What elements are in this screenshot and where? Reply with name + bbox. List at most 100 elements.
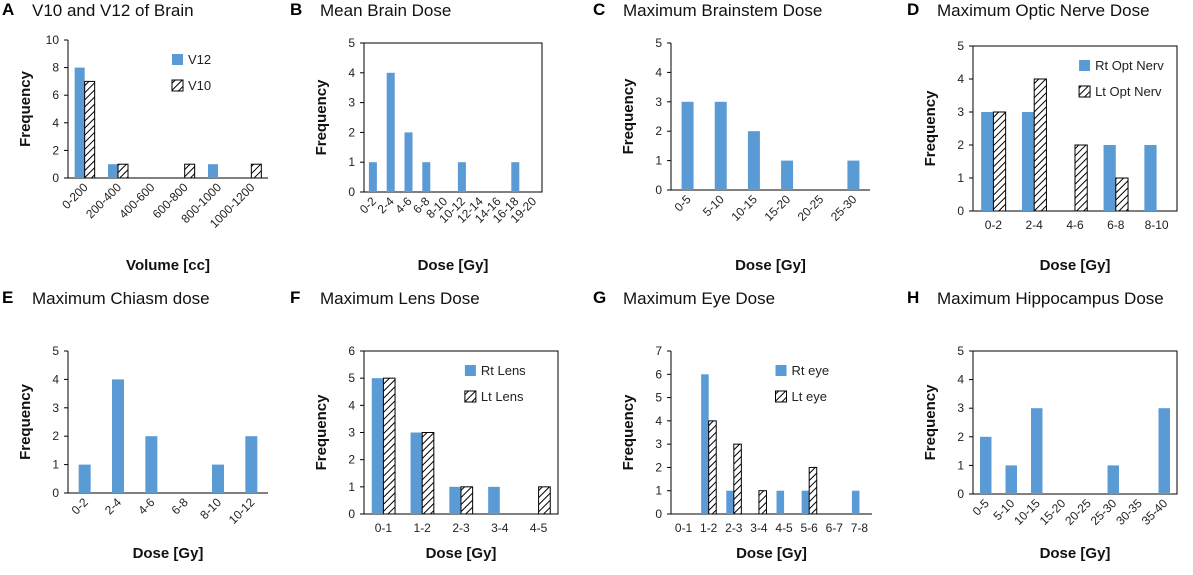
legend-swatch (464, 390, 477, 403)
bar (1031, 408, 1043, 494)
bar (726, 490, 734, 514)
y-tick-label: 3 (957, 401, 964, 415)
x-tick-label: 0-1 (675, 521, 693, 535)
x-axis-label: Volume [cc] (126, 257, 210, 274)
y-tick-label: 0 (655, 507, 662, 521)
chart-svg: 0123450-55-1010-1515-2020-2525-3030-3535… (922, 344, 1178, 562)
chart-svg: 0 1 2 3 4 5 0-5 5-10 10-15 15-20 20-25 25-30 Frequen… (620, 36, 870, 274)
y-tick-label: 3 (348, 96, 355, 110)
panel-g: G Maximum Eye Dose 0 1 2 3 4 5 6 7 0-1 1-2 2-3 3-4 4… (591, 288, 889, 575)
y-tick-label: 3 (655, 437, 662, 451)
x-tick-label: 10-12 (226, 495, 258, 527)
legend-swatch (775, 365, 787, 376)
bar (250, 163, 262, 179)
x-axis-label: Dose [Gy] (1040, 545, 1111, 562)
y-axis-label: Frequency (620, 394, 637, 471)
panel-c: C Maximum Brainstem Dose 0 1 2 3 4 5 0-5 5-10 10… (591, 0, 889, 287)
chart-svg: 0 1 2 3 4 5 6 7 0-1 1-2 2-3 3-4 4-5 5-6 6-7 7-8 Frequenc… (620, 344, 872, 562)
x-tick-label: 20-25 (1062, 496, 1094, 528)
x-axis-label: Dose [Gy] (418, 257, 489, 274)
legend-swatch (464, 365, 476, 376)
bar (208, 164, 218, 178)
x-tick-label: 4-6 (135, 495, 157, 517)
bar (386, 72, 395, 192)
y-axis-label: Frequency (17, 70, 34, 147)
y-tick-label: 2 (348, 453, 355, 467)
panel-title: V10 and V12 of Brain (32, 1, 194, 20)
bar (992, 111, 1007, 212)
x-tick-label: 4-5 (775, 521, 793, 535)
bar (851, 490, 860, 514)
bar (701, 374, 709, 514)
chart-svg: 0 1 2 3 4 5 0-2 2-4 4-6 6-8 8-10 Frequency Dose [Gy]… (922, 39, 1178, 274)
x-tick-label: 3-4 (750, 521, 768, 535)
legend-swatch (172, 54, 183, 65)
y-tick-label: 2 (655, 124, 662, 138)
bar (1107, 465, 1119, 494)
x-axis-label: Dose [Gy] (426, 545, 497, 562)
legend-label: V12 (188, 52, 211, 67)
bar (1021, 112, 1035, 211)
x-tick-label: 6-7 (826, 521, 844, 535)
bar (1074, 144, 1088, 212)
plot-frame (972, 350, 1178, 495)
bar (733, 443, 742, 515)
panel-title: Maximum Lens Dose (320, 289, 480, 308)
panel-title: Maximum Optic Nerve Dose (937, 1, 1150, 20)
bar (1158, 408, 1170, 494)
x-tick-label: 2-4 (1026, 218, 1044, 232)
x-tick-label: 0-5 (672, 192, 694, 214)
bar (708, 420, 717, 515)
panel-letter: F (290, 288, 301, 307)
bar (84, 80, 96, 179)
bar (714, 101, 727, 190)
bar (74, 67, 85, 178)
y-tick-label: 4 (52, 116, 59, 130)
y-tick-label: 4 (348, 398, 355, 412)
panel-letter: G (593, 288, 607, 307)
y-tick-label: 0 (957, 204, 964, 218)
x-tick-label: 25-30 (828, 192, 860, 224)
bar (1005, 465, 1017, 494)
y-tick-label: 1 (655, 154, 662, 168)
x-tick-label: 2-4 (102, 495, 124, 517)
x-tick-label: 400-600 (116, 180, 157, 221)
bar (368, 162, 377, 192)
x-tick-label: 2-3 (725, 521, 743, 535)
y-axis-label: Frequency (922, 90, 939, 167)
panel-letter: B (290, 0, 303, 19)
bar (1103, 145, 1116, 211)
x-tick-label: 1-2 (700, 521, 718, 535)
x-tick-label: 30-35 (1113, 496, 1145, 528)
x-tick-label: 3-4 (491, 521, 509, 535)
y-tick-label: 5 (348, 371, 355, 385)
x-tick-label: 2-3 (452, 521, 470, 535)
legend-label: Rt Lens (481, 363, 526, 378)
x-tick-label: 0-1 (375, 521, 393, 535)
legend-label: Rt eye (792, 363, 830, 378)
panel-title: Mean Brain Dose (320, 1, 452, 20)
bar (457, 162, 466, 192)
bar (758, 490, 767, 515)
x-tick-label: 25-30 (1088, 496, 1120, 528)
legend-swatch (1078, 85, 1091, 98)
x-tick-label: 35-40 (1139, 496, 1171, 528)
x-tick-label: 10-15 (1011, 496, 1043, 528)
y-axis-label: Frequency (313, 394, 330, 471)
y-axis-label: Frequency (313, 79, 330, 156)
bar (410, 432, 423, 514)
panel-letter: H (907, 288, 920, 307)
x-tick-label: 0-2 (69, 495, 91, 517)
legend-label: Rt Opt Nerv (1095, 58, 1164, 73)
x-axis-label: Dose [Gy] (133, 545, 204, 562)
y-tick-label: 3 (957, 105, 964, 119)
x-tick-label: 0-2 (985, 218, 1003, 232)
y-axis-label: Frequency (620, 78, 637, 155)
bar (382, 377, 396, 515)
legend-swatch (1079, 60, 1091, 71)
y-tick-label: 6 (52, 88, 59, 102)
y-tick-label: 0 (52, 171, 59, 185)
panel-b: B Mean Brain Dose 0 1 2 3 4 5 0-2 2-4 4-6 6-8 8-10… (288, 0, 586, 287)
panel-h: H Maximum Hippocampus Dose 0 1 2 3 4 5 0-5 5-10… (905, 288, 1193, 575)
bar (981, 112, 994, 211)
